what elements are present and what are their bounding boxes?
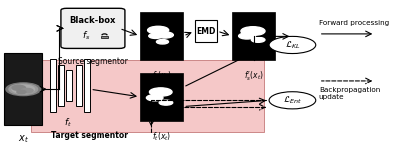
Circle shape (149, 34, 162, 39)
Text: EMD: EMD (196, 27, 216, 36)
Circle shape (241, 27, 265, 36)
Circle shape (9, 84, 38, 95)
Text: $f_t$: $f_t$ (64, 116, 72, 129)
Circle shape (17, 90, 26, 94)
Circle shape (6, 83, 40, 96)
Bar (66, 70, 72, 101)
Bar (194, 20, 217, 42)
Circle shape (157, 32, 173, 38)
Text: $f_s(x_t)$: $f_s(x_t)$ (152, 70, 172, 82)
Circle shape (146, 95, 163, 101)
Bar (101, 36, 108, 38)
Bar (76, 65, 82, 106)
Text: Source segmentor: Source segmentor (58, 57, 128, 66)
Text: $f_s'(x_t)$: $f_s'(x_t)$ (244, 70, 264, 83)
Circle shape (150, 88, 172, 96)
Circle shape (239, 33, 255, 39)
Bar (31, 60, 264, 132)
Bar (58, 65, 64, 106)
Bar (140, 12, 183, 60)
Text: Black-box: Black-box (70, 16, 116, 25)
FancyBboxPatch shape (61, 8, 125, 48)
Circle shape (269, 92, 316, 109)
Text: Target segmentor: Target segmentor (51, 131, 128, 140)
Text: $f_t(x_t)$: $f_t(x_t)$ (152, 131, 171, 143)
Bar (4, 53, 42, 125)
Text: Backpropagation
update: Backpropagation update (319, 87, 380, 100)
Text: $\mathcal{L}_{Ent}$: $\mathcal{L}_{Ent}$ (283, 95, 302, 106)
Circle shape (21, 88, 33, 93)
Text: $\mathcal{L}_{KL}$: $\mathcal{L}_{KL}$ (284, 39, 300, 51)
Bar (140, 73, 183, 121)
Circle shape (251, 37, 265, 42)
Text: $f_s$: $f_s$ (82, 29, 91, 42)
Text: $x_t$: $x_t$ (18, 133, 29, 145)
Circle shape (12, 85, 34, 93)
Circle shape (269, 36, 316, 54)
Bar (84, 59, 90, 112)
Bar (50, 59, 56, 112)
Text: Forward processing: Forward processing (319, 20, 389, 26)
Circle shape (148, 26, 169, 34)
Circle shape (12, 85, 26, 90)
Circle shape (159, 100, 173, 105)
Circle shape (156, 40, 168, 44)
Bar (232, 12, 276, 60)
